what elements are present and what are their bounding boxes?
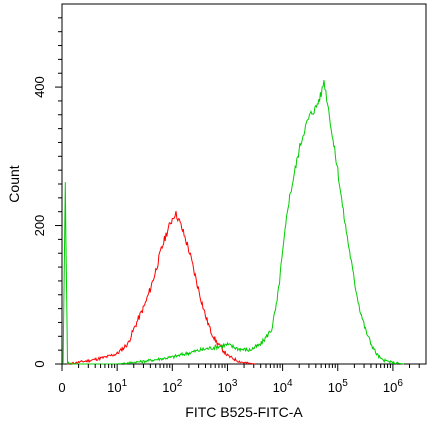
x-tick-label: 102 xyxy=(162,378,182,395)
plot-frame xyxy=(61,3,427,365)
y-tick-label: 200 xyxy=(32,215,47,237)
series-layer xyxy=(62,80,404,366)
y-tick-label: 0 xyxy=(32,360,47,367)
series-line-1 xyxy=(62,80,404,366)
y-axis: 0 200 400 xyxy=(32,17,62,368)
x-tick-label: 103 xyxy=(217,378,237,395)
x-axis: 0 101 102 103 104 105 106 xyxy=(58,364,420,395)
y-tick-label: 400 xyxy=(32,76,47,98)
series-line-0 xyxy=(67,211,256,365)
x-tick-label: 104 xyxy=(273,378,293,395)
x-axis-label: FITC B525-FITC-A xyxy=(185,404,303,420)
y-axis-label: Count xyxy=(6,165,22,202)
x-tick-label: 106 xyxy=(383,378,403,395)
x-tick-label: 101 xyxy=(107,378,127,395)
x-tick-label: 0 xyxy=(58,380,65,395)
x-tick-label: 105 xyxy=(328,378,348,395)
plot-area xyxy=(61,3,427,365)
